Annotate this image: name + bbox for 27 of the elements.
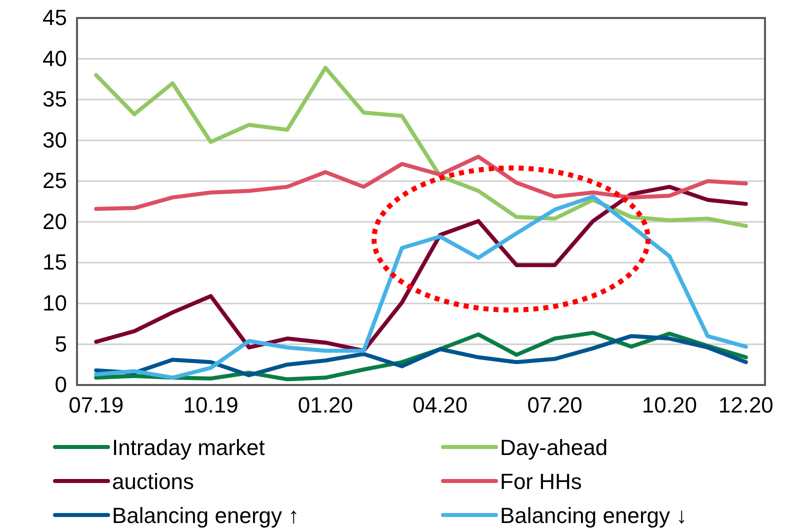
legend-label: Intraday market (112, 435, 265, 460)
y-tick-label: 20 (42, 208, 67, 234)
y-tick-label: 30 (42, 127, 67, 152)
x-tick-label: 12.20 (718, 392, 774, 418)
y-tick-label: 25 (42, 168, 67, 194)
line-series (94, 66, 748, 228)
legend-label: auctions (112, 469, 194, 494)
y-tick-label: 35 (42, 86, 67, 112)
legend-label: Balancing energy ↑ (112, 503, 300, 528)
legend-label: For HHs (500, 469, 582, 494)
line-series (94, 194, 748, 380)
y-tick-label: 15 (42, 250, 67, 275)
line-series (94, 154, 748, 211)
x-tick-label: 10.20 (642, 392, 697, 418)
line-series (94, 184, 748, 353)
legend-label: Day-ahead (500, 435, 608, 460)
x-tick-label: 10.19 (183, 392, 238, 418)
y-tick-label: 5 (54, 331, 67, 356)
y-tick-label: 45 (42, 5, 67, 30)
x-tick-label: 07.19 (68, 392, 124, 418)
x-tick-label: 04.20 (412, 392, 468, 418)
x-tick-label: 07.20 (527, 392, 582, 418)
legend-label: Balancing energy ↓ (500, 503, 688, 528)
y-tick-label: 10 (42, 290, 67, 316)
y-tick-label: 40 (42, 46, 67, 71)
x-tick-label: 01.20 (298, 392, 353, 418)
y-tick-label: 0 (54, 372, 67, 398)
